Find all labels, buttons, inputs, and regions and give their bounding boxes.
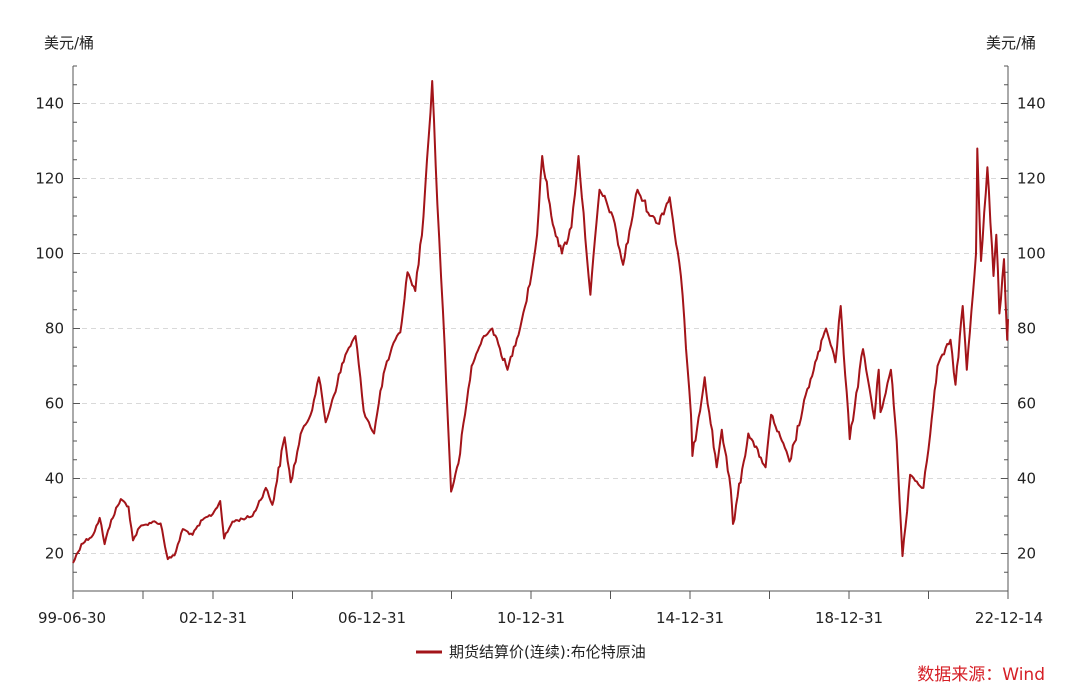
right-y-axis-unit: 美元/桶 [986,34,1036,52]
legend-label: 期货结算价(连续):布伦特原油 [449,643,646,661]
y-tick-label-left: 20 [45,545,64,563]
y-tick-label-right: 20 [1017,545,1036,563]
right-y-axis-ticks: 20 40 60 80 100 120 140 [1017,95,1046,563]
axes [72,65,1009,599]
x-tick-label: 10-12-31 [497,609,565,627]
y-tick-label-right: 140 [1017,95,1046,113]
y-tick-label-right: 40 [1017,470,1036,488]
y-tick-label-right: 80 [1017,320,1036,338]
y-tick-label-left: 120 [35,170,64,188]
left-y-axis-ticks: 20 40 60 80 100 120 140 [35,95,64,563]
x-tick-label: 99-06-30 [38,609,106,627]
y-tick-label-right: 120 [1017,170,1046,188]
legend: 期货结算价(连续):布伦特原油 [416,643,646,661]
x-tick-label: 02-12-31 [179,609,247,627]
series-layer [72,80,1009,564]
x-tick-label: 18-12-31 [815,609,883,627]
y-tick-label-right: 100 [1017,245,1046,263]
y-tick-label-left: 40 [45,470,64,488]
data-source-label: 数据来源：Wind [917,665,1045,685]
x-axis-ticks: 99-06-30 02-12-31 06-12-31 10-12-31 14-12-31… [38,609,1043,627]
y-tick-label-left: 60 [45,395,64,413]
left-y-axis-unit: 美元/桶 [44,34,94,52]
x-tick-label: 06-12-31 [338,609,406,627]
x-tick-label: 14-12-31 [656,609,724,627]
grid-lines [73,103,1008,554]
series-line-brent [72,80,1009,564]
y-tick-label-left: 140 [35,95,64,113]
x-tick-label: 22-12-14 [975,609,1043,627]
y-tick-label-left: 80 [45,320,64,338]
y-tick-label-left: 100 [35,245,64,263]
y-tick-label-right: 60 [1017,395,1036,413]
